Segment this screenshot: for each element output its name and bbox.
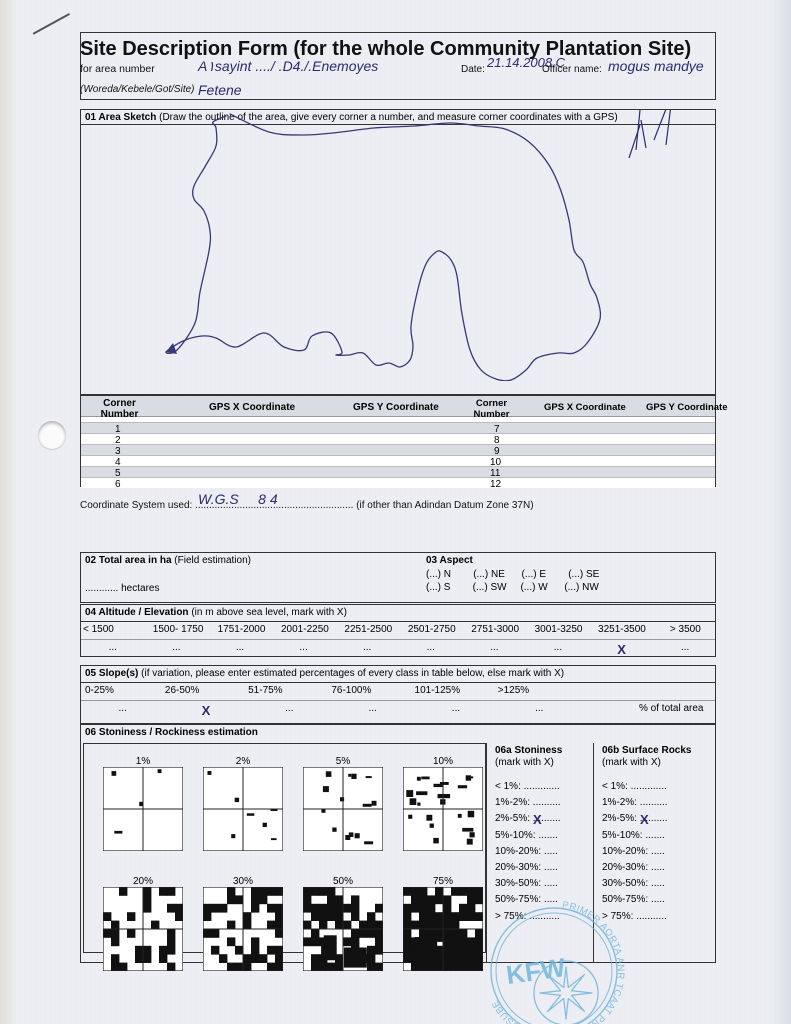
svg-text:KFW: KFW (504, 952, 567, 990)
